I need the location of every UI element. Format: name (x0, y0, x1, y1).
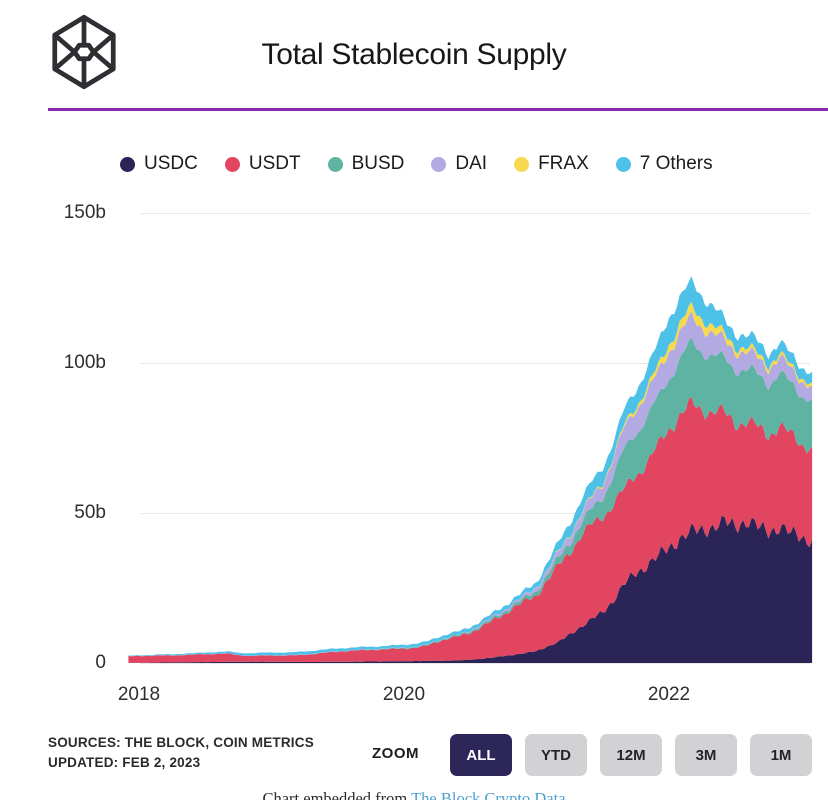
sources-line1: SOURCES: THE BLOCK, COIN METRICS (48, 735, 314, 750)
legend-dot-icon (120, 156, 135, 172)
page-title: Total Stablecoin Supply (261, 38, 567, 71)
zoom-button-all[interactable]: ALL (450, 734, 512, 776)
embed-caption: Chart embedded from The Block Crypto Dat… (0, 789, 828, 800)
chart-legend: USDC USDT BUSD DAI FRAX 7 Others (120, 153, 713, 175)
legend-label: 7 Others (639, 153, 713, 174)
embed-caption-link[interactable]: The Block Crypto Data (411, 789, 566, 800)
legend-item-7-others[interactable]: 7 Others (615, 153, 713, 175)
legend-dot-icon (224, 156, 240, 172)
legend-label: FRAX (538, 153, 589, 174)
legend-item-usdc[interactable]: USDC (120, 153, 198, 175)
zoom-button-1m[interactable]: 1M (750, 734, 812, 776)
area-series-usdt (128, 396, 813, 663)
legend-dot-icon (431, 156, 447, 172)
brand-divider (48, 108, 828, 111)
legend-label: USDT (248, 153, 301, 174)
zoom-range-label: ZOOM (372, 745, 419, 762)
gridline-50b (140, 513, 810, 514)
area-series-usdc (128, 515, 813, 663)
sources-line2: UPDATED: FEB 2, 2023 (48, 755, 201, 770)
gridline-0 (140, 663, 810, 664)
legend-dot-icon (327, 156, 343, 172)
legend-dot-icon (615, 156, 631, 172)
embed-caption-text: Chart embedded from (262, 789, 412, 800)
y-tick-0: 0 (95, 652, 106, 673)
gridline-150b (140, 213, 810, 214)
legend-item-usdt[interactable]: USDT (224, 153, 301, 175)
zoom-button-12m[interactable]: 12M (600, 734, 662, 776)
x-tick-2022: 2022 (647, 684, 691, 705)
legend-label: DAI (455, 153, 488, 174)
y-tick-50b: 50b (74, 502, 106, 523)
sources-text: SOURCES: THE BLOCK, COIN METRICS UPDATED… (48, 733, 314, 773)
x-tick-2018: 2018 (117, 684, 161, 705)
y-tick-100b: 100b (63, 352, 106, 373)
y-tick-150b: 150b (63, 202, 106, 223)
legend-dot-icon (514, 156, 530, 172)
zoom-button-3m[interactable]: 3M (675, 734, 737, 776)
legend-label: USDC (144, 153, 198, 174)
legend-item-frax[interactable]: FRAX (514, 153, 589, 175)
zoom-button-ytd[interactable]: YTD (525, 734, 587, 776)
gridline-100b (140, 363, 810, 364)
legend-item-busd[interactable]: BUSD (327, 153, 405, 175)
zoom-range-buttons: ALL YTD 12M 3M 1M (450, 734, 812, 776)
the-block-logo-icon (52, 14, 116, 90)
x-tick-2020: 2020 (382, 684, 426, 705)
legend-label: BUSD (351, 153, 405, 174)
legend-item-dai[interactable]: DAI (431, 153, 487, 175)
